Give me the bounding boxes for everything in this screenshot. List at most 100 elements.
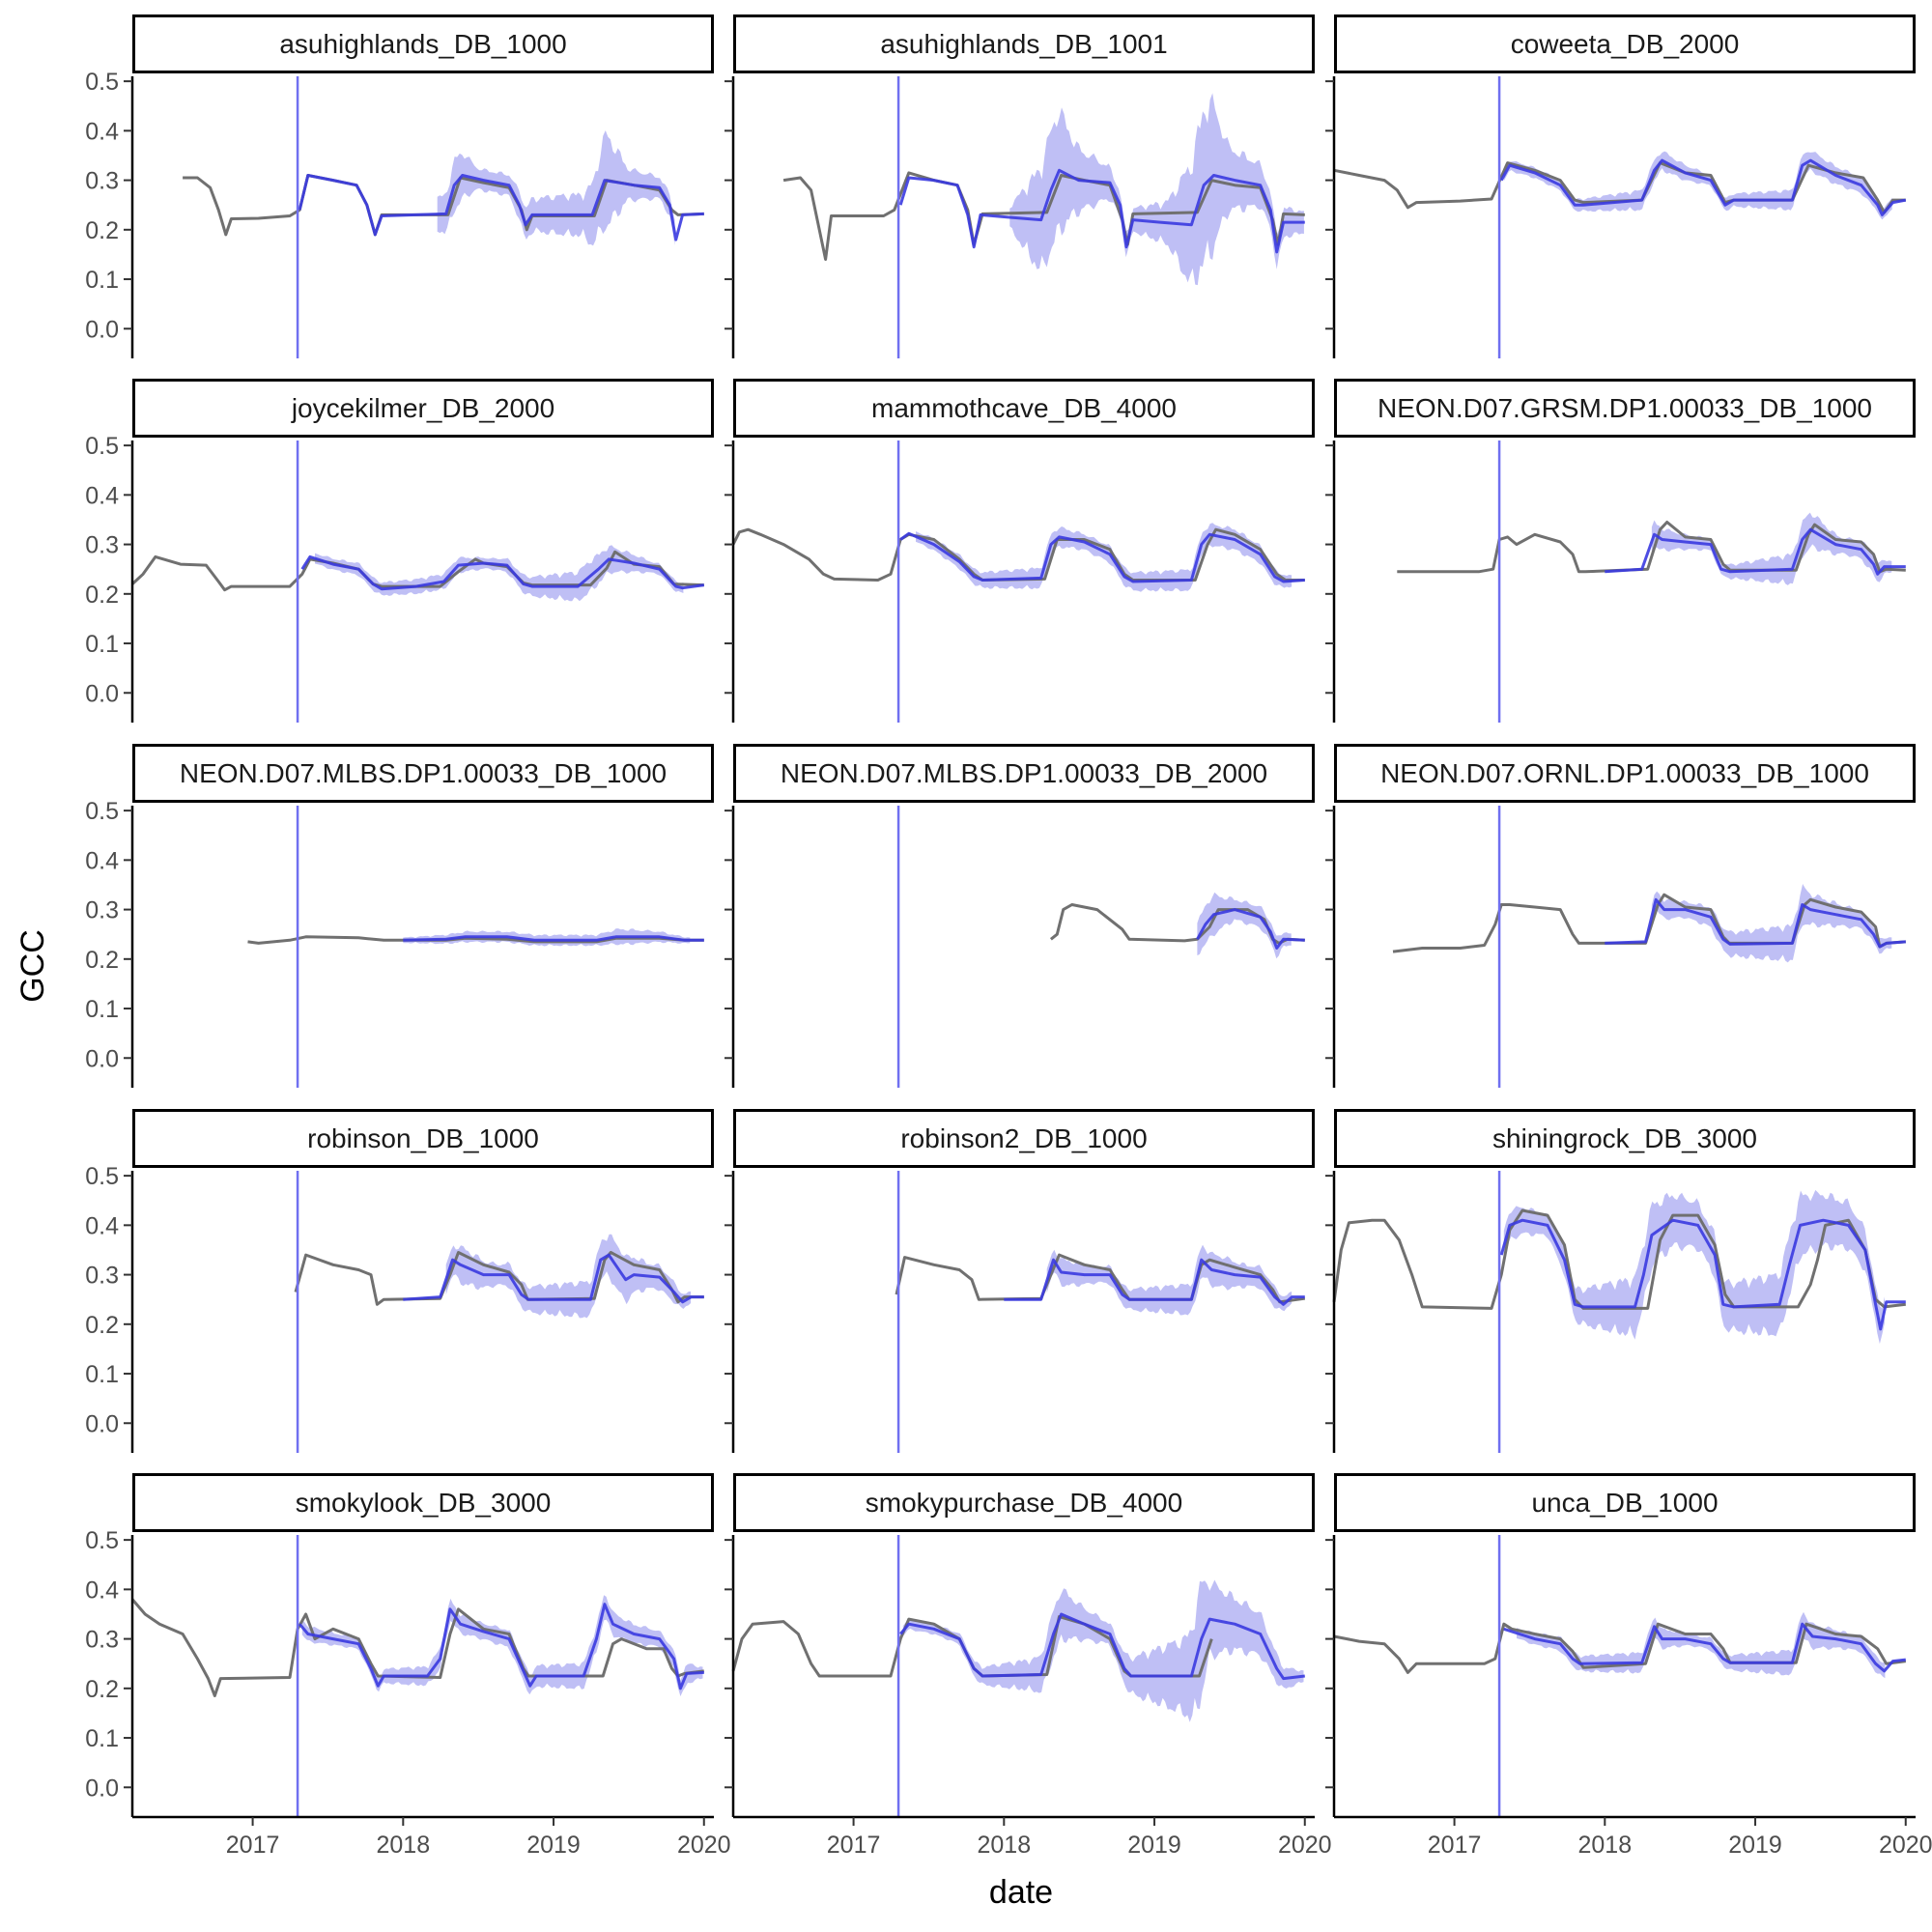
y-tick-label: 0.4: [85, 482, 119, 509]
facet-strip-label: coweeta_DB_2000: [1511, 29, 1740, 59]
forecast-line: [1605, 527, 1906, 576]
facet-strip: [1334, 14, 1916, 73]
facet-strip-label: unca_DB_1000: [1531, 1488, 1718, 1518]
x-tick-label: 2018: [1577, 1832, 1632, 1859]
y-tick-label: 0.5: [85, 69, 119, 96]
y-tick-label: 0.0: [85, 316, 119, 343]
facet-strip-label: joycekilmer_DB_2000: [291, 393, 554, 423]
facet-strip-label: robinson_DB_1000: [307, 1123, 539, 1153]
facet-strip: [1334, 1473, 1916, 1532]
facet-panel: NEON.D07.ORNL.DP1.00033_DB_1000: [1325, 744, 1916, 1088]
y-tick-label: 0.5: [85, 433, 119, 460]
forecast-line: [899, 1612, 1305, 1681]
facet-strip-label: NEON.D07.MLBS.DP1.00033_DB_2000: [781, 758, 1267, 788]
x-tick-label: 2019: [526, 1832, 581, 1859]
facet-strip-label: smokylook_DB_3000: [296, 1488, 552, 1518]
y-tick-label: 0.4: [85, 1577, 119, 1604]
uncertainty-ribbon: [1046, 1244, 1293, 1316]
forecast-line: [1499, 158, 1907, 216]
x-tick-label: 2018: [376, 1832, 430, 1859]
observed-line: [130, 550, 704, 592]
y-tick-label: 0.4: [85, 847, 119, 874]
facet-strip-label: NEON.D07.ORNL.DP1.00033_DB_1000: [1380, 758, 1869, 788]
facet-strip: [733, 744, 1315, 803]
facet-panel: NEON.D07.MLBS.DP1.00033_DB_1000 0.0 0.1 0.2…: [85, 744, 714, 1088]
uncertainty-ribbon: [1503, 1189, 1885, 1345]
facet-panel: asuhighlands_DB_1000 0.0 0.1 0.2 0.3 0.4 0.5: [85, 14, 714, 358]
y-tick-label: 0.1: [85, 1725, 119, 1752]
uncertainty-ribbon: [1517, 1611, 1886, 1679]
y-tick-label: 0.3: [85, 1263, 119, 1290]
uncertainty-ribbon: [902, 1579, 1304, 1722]
x-tick-label: 2017: [226, 1832, 280, 1859]
uncertainty-ribbon: [315, 545, 684, 602]
facet-strip-label: smokypurchase_DB_4000: [866, 1488, 1182, 1518]
y-tick-label: 0.3: [85, 168, 119, 195]
y-tick-label: 0.4: [85, 1212, 119, 1239]
facet-strip: [132, 744, 714, 803]
x-tick-label: 2019: [1127, 1832, 1181, 1859]
y-tick-label: 0.0: [85, 1410, 119, 1437]
y-tick-label: 0.5: [85, 1527, 119, 1554]
observed-line: [895, 1253, 1306, 1304]
facet-strip-label: asuhighlands_DB_1001: [880, 29, 1167, 59]
observed-line: [782, 171, 1305, 261]
facet-strip-label: NEON.D07.MLBS.DP1.00033_DB_1000: [180, 758, 667, 788]
y-tick-label: 0.1: [85, 631, 119, 658]
facet-panel: coweeta_DB_2000: [1325, 14, 1916, 358]
facet-panel: unca_DB_1000 2017 2018 2019 2020: [1325, 1473, 1932, 1859]
y-tick-label: 0.1: [85, 1361, 119, 1388]
y-tick-label: 0.3: [85, 1627, 119, 1654]
uncertainty-ribbon: [437, 130, 675, 246]
facet-panel: smokypurchase_DB_4000 2017 2018 2019 2020: [724, 1473, 1332, 1859]
uncertainty-ribbon: [916, 523, 1293, 592]
uncertainty-ribbon: [403, 928, 691, 947]
forecast-line: [1004, 1258, 1305, 1306]
y-tick-label: 0.2: [85, 1676, 119, 1703]
facet-strip: [1334, 1109, 1916, 1168]
y-tick-label: 0.0: [85, 1045, 119, 1072]
y-tick-label: 0.2: [85, 1312, 119, 1339]
x-tick-label: 2020: [1879, 1832, 1932, 1859]
y-axis-title: GCC: [14, 929, 51, 1003]
y-tick-label: 0.0: [85, 680, 119, 707]
facet-strip-label: NEON.D07.GRSM.DP1.00033_DB_1000: [1378, 393, 1872, 423]
facet-panel: robinson_DB_1000 0.0 0.1 0.2 0.3 0.4 0.5: [85, 1109, 714, 1453]
observed-line: [1397, 521, 1906, 574]
x-axis-title: date: [989, 1874, 1053, 1911]
forecast-line: [1196, 908, 1305, 950]
forecast-line: [300, 554, 705, 591]
y-tick-label: 0.2: [85, 582, 119, 609]
facet-strip: [733, 1109, 1315, 1168]
forecast-line: [403, 1253, 704, 1304]
facet-panel: joycekilmer_DB_2000 0.0 0.1 0.2 0.3 0.4 0.5: [85, 379, 714, 723]
x-tick-label: 2017: [1428, 1832, 1482, 1859]
uncertainty-ribbon: [1651, 884, 1892, 963]
facet-panel: mammothcave_DB_4000: [724, 379, 1315, 723]
y-tick-label: 0.2: [85, 947, 119, 974]
x-tick-label: 2020: [1278, 1832, 1332, 1859]
facet-panel: asuhighlands_DB_1001: [724, 14, 1315, 358]
y-tick-label: 0.1: [85, 267, 119, 294]
facet-strip: [733, 1473, 1315, 1532]
x-tick-label: 2020: [677, 1832, 731, 1859]
facet-strip: [132, 1473, 714, 1532]
facet-strip: [132, 14, 714, 73]
facet-panel: NEON.D07.MLBS.DP1.00033_DB_2000: [724, 744, 1315, 1088]
facet-panel: NEON.D07.GRSM.DP1.00033_DB_1000: [1325, 379, 1916, 723]
facet-strip-label: asuhighlands_DB_1000: [279, 29, 566, 59]
facet-strip: [132, 1109, 714, 1168]
y-tick-label: 0.2: [85, 217, 119, 244]
uncertainty-ribbon: [1009, 93, 1304, 286]
y-tick-label: 0.0: [85, 1775, 119, 1802]
facet-panel: shiningrock_DB_3000: [1325, 1109, 1916, 1453]
x-tick-label: 2017: [827, 1832, 881, 1859]
facet-strip: [1334, 744, 1916, 803]
forecast-line: [899, 531, 1305, 583]
facet-strip: [733, 14, 1315, 73]
x-tick-label: 2019: [1728, 1832, 1782, 1859]
forecast-line: [298, 174, 704, 242]
y-tick-label: 0.1: [85, 996, 119, 1023]
forecast-line: [403, 935, 704, 942]
